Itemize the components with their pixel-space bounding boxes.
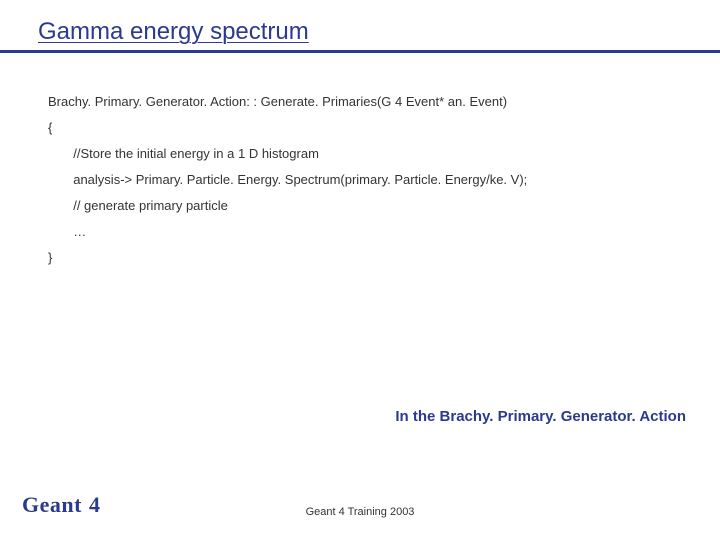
code-line: { [48, 115, 720, 141]
title-region: Gamma energy spectrum [0, 0, 720, 46]
code-line: analysis-> Primary. Particle. Energy. Sp… [48, 167, 720, 193]
code-line: // generate primary particle [48, 193, 720, 219]
code-line: } [48, 245, 720, 271]
footer-text: Geant 4 Training 2003 [306, 506, 415, 518]
code-line: Brachy. Primary. Generator. Action: : Ge… [48, 89, 720, 115]
code-line: //Store the initial energy in a 1 D hist… [48, 141, 720, 167]
brand-logo: Geant 4 [22, 492, 100, 518]
brand-prefix: Geant [22, 492, 82, 518]
caption-text: In the Brachy. Primary. Generator. Actio… [395, 408, 686, 425]
code-line: … [48, 219, 720, 245]
brand-suffix: 4 [83, 492, 101, 517]
code-block: Brachy. Primary. Generator. Action: : Ge… [0, 53, 720, 271]
page-title: Gamma energy spectrum [38, 18, 309, 45]
